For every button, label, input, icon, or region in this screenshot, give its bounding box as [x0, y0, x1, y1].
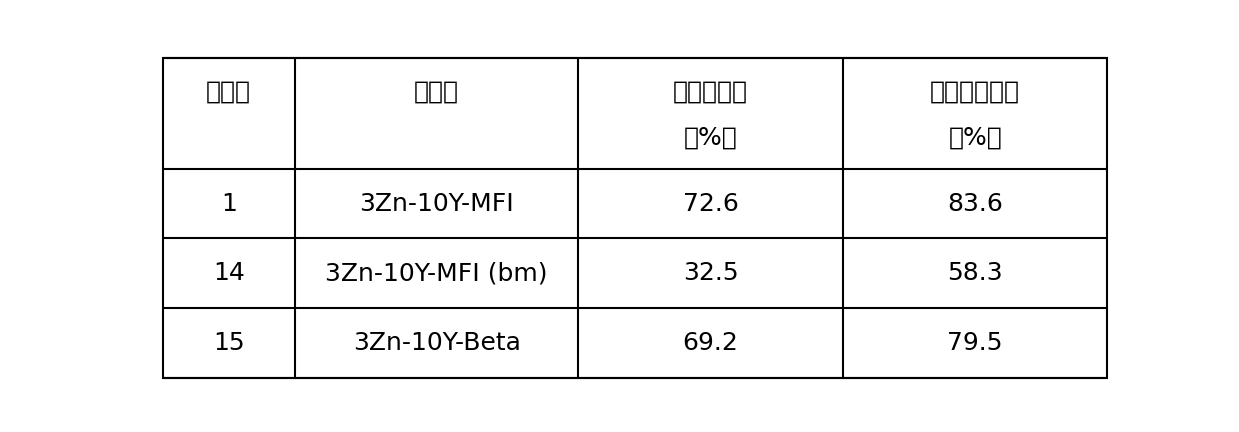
Text: 丁二烯选择性: 丁二烯选择性	[930, 79, 1020, 104]
Text: 实施例: 实施例	[206, 79, 252, 104]
Text: 3Zn-10Y-MFI (bm): 3Zn-10Y-MFI (bm)	[326, 261, 548, 285]
Text: 32.5: 32.5	[683, 261, 738, 285]
Text: 3Zn-10Y-MFI: 3Zn-10Y-MFI	[359, 191, 514, 216]
Text: 69.2: 69.2	[683, 331, 738, 355]
Text: （%）: （%）	[684, 126, 737, 150]
Text: 15: 15	[213, 331, 244, 355]
Text: 58.3: 58.3	[948, 261, 1002, 285]
Text: 14: 14	[213, 261, 244, 285]
Text: 1: 1	[221, 191, 237, 216]
Text: 79.5: 79.5	[948, 331, 1002, 355]
Text: 乙醇转化率: 乙醇转化率	[673, 79, 748, 104]
Text: 3Zn-10Y-Beta: 3Zn-10Y-Beta	[353, 331, 520, 355]
Text: （%）: （%）	[948, 126, 1002, 150]
Text: 催化剂: 催化剂	[414, 79, 460, 104]
Text: 72.6: 72.6	[683, 191, 738, 216]
Text: 83.6: 83.6	[947, 191, 1004, 216]
